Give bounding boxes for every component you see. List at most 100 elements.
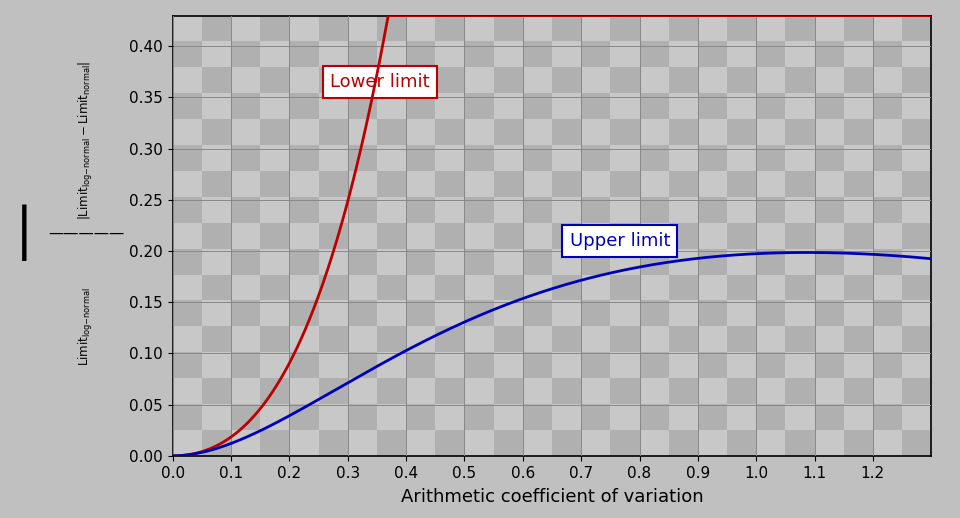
- Bar: [377, 41, 406, 67]
- Bar: [669, 300, 698, 326]
- Bar: [377, 404, 406, 430]
- Bar: [756, 249, 785, 275]
- Bar: [698, 300, 727, 326]
- Bar: [931, 326, 960, 352]
- Bar: [844, 145, 873, 171]
- Bar: [698, 197, 727, 223]
- Bar: [377, 249, 406, 275]
- Bar: [756, 16, 785, 41]
- Bar: [290, 67, 319, 93]
- Bar: [902, 275, 931, 300]
- Bar: [260, 404, 290, 430]
- Bar: [202, 326, 231, 352]
- Bar: [669, 378, 698, 404]
- Bar: [465, 275, 493, 300]
- Bar: [348, 67, 377, 93]
- Bar: [669, 41, 698, 67]
- Bar: [902, 378, 931, 404]
- Bar: [669, 171, 698, 197]
- Bar: [465, 404, 493, 430]
- Bar: [639, 93, 669, 119]
- Bar: [814, 171, 844, 197]
- Bar: [348, 352, 377, 378]
- Bar: [814, 430, 844, 456]
- Bar: [756, 67, 785, 93]
- Bar: [290, 275, 319, 300]
- Bar: [698, 326, 727, 352]
- Bar: [844, 67, 873, 93]
- Bar: [669, 93, 698, 119]
- Bar: [873, 300, 902, 326]
- Bar: [581, 249, 611, 275]
- Bar: [465, 67, 493, 93]
- Bar: [698, 67, 727, 93]
- Bar: [465, 352, 493, 378]
- Bar: [844, 300, 873, 326]
- Bar: [523, 404, 552, 430]
- Bar: [698, 223, 727, 249]
- Bar: [611, 41, 639, 67]
- Bar: [552, 16, 581, 41]
- Bar: [931, 41, 960, 67]
- Bar: [319, 16, 348, 41]
- Bar: [465, 119, 493, 145]
- Bar: [173, 93, 202, 119]
- Bar: [611, 300, 639, 326]
- Bar: [435, 41, 465, 67]
- Bar: [727, 0, 756, 16]
- Bar: [231, 145, 260, 171]
- Bar: [902, 16, 931, 41]
- Bar: [348, 119, 377, 145]
- Bar: [844, 326, 873, 352]
- Bar: [173, 378, 202, 404]
- Bar: [435, 67, 465, 93]
- Bar: [377, 93, 406, 119]
- Bar: [552, 197, 581, 223]
- Bar: [260, 223, 290, 249]
- Bar: [552, 41, 581, 67]
- Bar: [319, 404, 348, 430]
- Bar: [902, 197, 931, 223]
- Bar: [319, 41, 348, 67]
- Bar: [902, 93, 931, 119]
- Bar: [873, 326, 902, 352]
- Text: $|\mathrm{Limit}_{\mathrm{log\mathsf{-}normal}} - \mathrm{Limit}_{\mathrm{normal: $|\mathrm{Limit}_{\mathrm{log\mathsf{-}n…: [78, 60, 95, 220]
- Bar: [902, 249, 931, 275]
- Bar: [669, 249, 698, 275]
- Bar: [319, 430, 348, 456]
- Bar: [377, 67, 406, 93]
- Bar: [260, 249, 290, 275]
- Bar: [785, 145, 814, 171]
- Bar: [260, 378, 290, 404]
- Bar: [231, 67, 260, 93]
- Bar: [902, 171, 931, 197]
- Bar: [844, 378, 873, 404]
- Bar: [902, 223, 931, 249]
- Bar: [260, 67, 290, 93]
- Bar: [785, 300, 814, 326]
- Bar: [814, 378, 844, 404]
- Bar: [902, 145, 931, 171]
- Bar: [290, 119, 319, 145]
- Bar: [465, 197, 493, 223]
- Bar: [493, 430, 523, 456]
- Bar: [202, 378, 231, 404]
- Bar: [202, 300, 231, 326]
- Bar: [581, 352, 611, 378]
- Bar: [406, 0, 435, 16]
- Bar: [727, 378, 756, 404]
- Bar: [873, 249, 902, 275]
- Bar: [231, 223, 260, 249]
- Bar: [756, 352, 785, 378]
- Bar: [202, 171, 231, 197]
- Bar: [231, 404, 260, 430]
- Bar: [231, 16, 260, 41]
- Bar: [202, 16, 231, 41]
- Bar: [698, 16, 727, 41]
- Bar: [611, 145, 639, 171]
- Text: —————: —————: [48, 226, 125, 240]
- Bar: [348, 197, 377, 223]
- Bar: [493, 249, 523, 275]
- Bar: [756, 404, 785, 430]
- Bar: [727, 404, 756, 430]
